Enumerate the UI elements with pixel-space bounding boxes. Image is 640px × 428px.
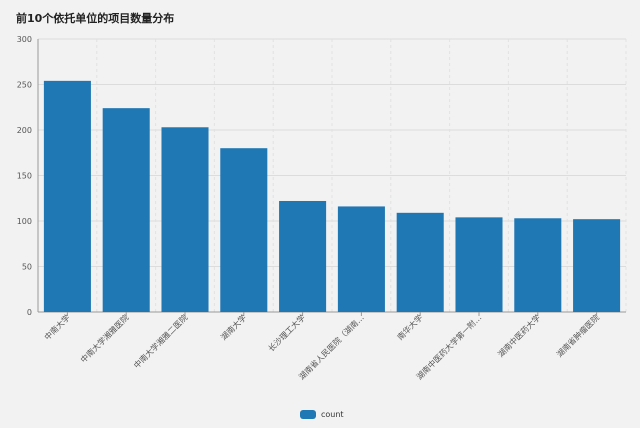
y-tick-label: 100 <box>17 217 32 226</box>
x-tick-label: 长沙理工大学 <box>266 312 307 353</box>
x-tick-label: 南华大学 <box>395 312 425 342</box>
x-tick-label: 湖南省人民医院（湖南… <box>297 312 366 381</box>
x-tick-label: 湖南中医药大学 <box>496 312 543 359</box>
x-tick-label: 湖南省肿瘤医院 <box>554 312 601 359</box>
bar[interactable] <box>43 80 91 312</box>
bar[interactable] <box>279 200 327 312</box>
legend[interactable]: count <box>300 410 344 419</box>
y-tick-label: 300 <box>17 35 32 44</box>
x-tick-label: 湖南中医药大学第一附… <box>414 312 483 381</box>
y-tick-label: 0 <box>27 308 32 317</box>
x-tick-label: 中南大学湘雅医院 <box>78 312 130 364</box>
legend-swatch <box>300 410 316 419</box>
x-tick-label: 中南大学 <box>42 312 72 342</box>
bar[interactable] <box>161 127 209 313</box>
bar[interactable] <box>573 219 621 312</box>
bar[interactable] <box>337 206 385 312</box>
bar[interactable] <box>102 108 150 312</box>
y-tick-label: 150 <box>17 172 32 181</box>
y-tick-label: 50 <box>22 263 32 272</box>
y-tick-label: 200 <box>17 126 32 135</box>
bar[interactable] <box>455 217 503 312</box>
legend-label: count <box>321 410 344 419</box>
y-tick-label: 250 <box>17 81 32 90</box>
chart-title: 前10个依托单位的项目数量分布 <box>16 12 175 25</box>
bar[interactable] <box>220 148 268 312</box>
x-tick-label: 中南大学湘雅二医院 <box>131 312 189 370</box>
bar[interactable] <box>396 212 444 312</box>
bar[interactable] <box>514 218 562 312</box>
x-tick-label: 湖南大学 <box>219 312 249 342</box>
